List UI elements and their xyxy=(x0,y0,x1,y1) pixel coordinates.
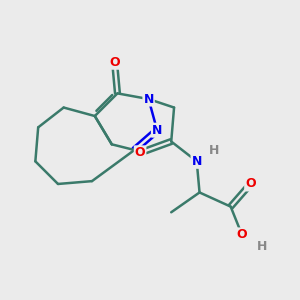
Text: O: O xyxy=(135,146,146,159)
Text: O: O xyxy=(245,178,256,190)
Text: N: N xyxy=(191,155,202,168)
Text: N: N xyxy=(143,92,154,106)
Text: N: N xyxy=(152,124,162,137)
Text: O: O xyxy=(109,56,120,69)
Text: O: O xyxy=(237,228,247,242)
Text: H: H xyxy=(256,240,267,253)
Text: H: H xyxy=(208,143,219,157)
